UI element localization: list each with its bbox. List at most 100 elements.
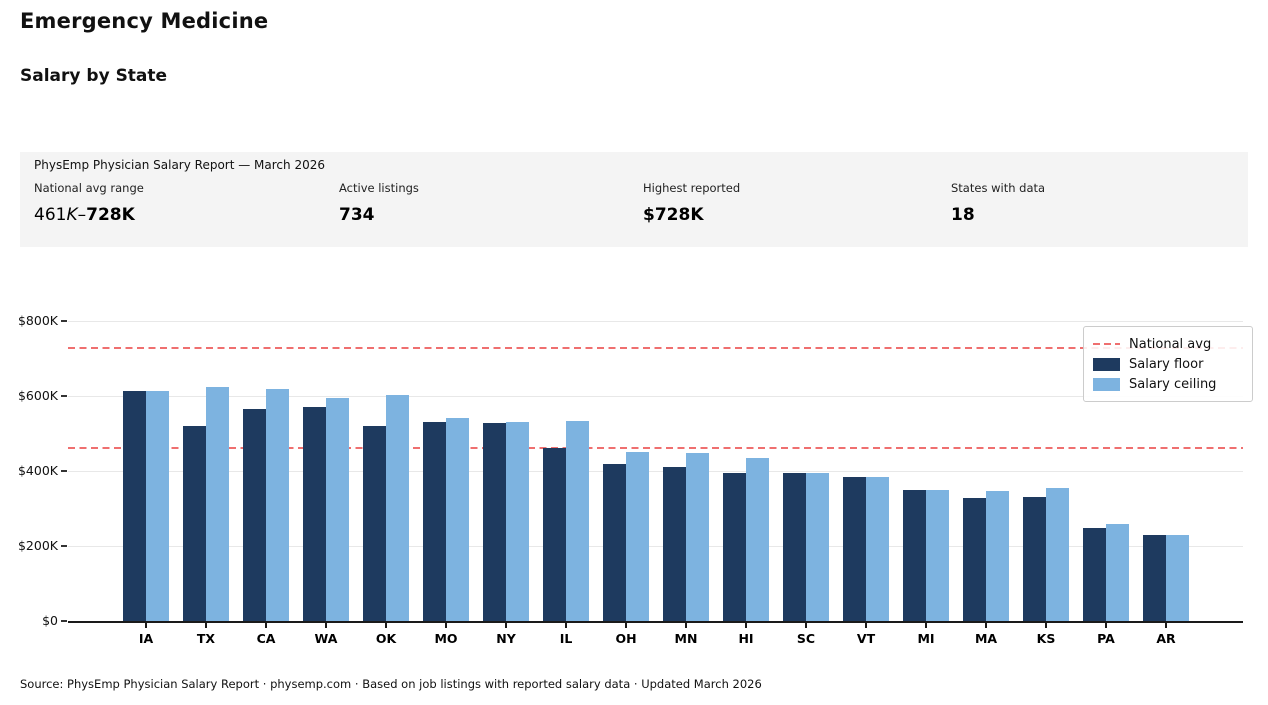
y-tick <box>61 470 67 472</box>
bar-floor-WA <box>303 406 326 621</box>
bar-floor-VT <box>843 476 866 621</box>
x-tick <box>805 623 807 628</box>
range-low-unit: K <box>66 205 78 225</box>
x-tick <box>685 623 687 628</box>
x-tick <box>145 623 147 628</box>
x-tick <box>985 623 987 628</box>
x-tick-label-CA: CA <box>256 631 276 646</box>
stat-label: Active listings <box>339 181 419 195</box>
report-summary-panel: PhysEmp Physician Salary Report — March … <box>20 152 1248 247</box>
legend-label: Salary floor <box>1129 356 1204 372</box>
x-tick <box>865 623 867 628</box>
bar-ceiling-MA <box>986 490 1009 621</box>
x-tick-label-SC: SC <box>796 631 816 646</box>
stat-label: States with data <box>951 181 1046 195</box>
bar-ceiling-SC <box>806 473 829 621</box>
stat-value: 734 <box>339 205 375 225</box>
bar-floor-OK <box>363 426 386 621</box>
x-tick-label-KS: KS <box>1036 631 1056 646</box>
bar-ceiling-IA <box>146 391 169 621</box>
x-tick-label-TX: TX <box>196 631 216 646</box>
legend-label: Salary ceiling <box>1129 376 1217 392</box>
bar-ceiling-PA <box>1106 524 1129 621</box>
stat-value: 18 <box>951 205 975 225</box>
y-tick <box>61 620 67 622</box>
x-tick <box>1045 623 1047 628</box>
page-subtitle: Salary by State <box>20 66 168 86</box>
bar-floor-MI <box>903 489 926 621</box>
x-tick-label-MI: MI <box>917 631 935 646</box>
source-footer: Source: PhysEmp Physician Salary Report … <box>20 677 762 691</box>
x-tick <box>625 623 627 628</box>
bar-floor-SC <box>783 473 806 621</box>
x-tick <box>745 623 747 628</box>
bar-floor-AR <box>1143 534 1166 621</box>
legend-label: National avg <box>1129 336 1212 352</box>
national-avg-line <box>68 347 1243 350</box>
bar-ceiling-OK <box>386 395 409 621</box>
bar-floor-KS <box>1023 497 1046 621</box>
x-tick <box>1165 623 1167 628</box>
x-tick <box>925 623 927 628</box>
stat-value: $728K <box>643 205 704 225</box>
report-panel-title: PhysEmp Physician Salary Report — March … <box>34 158 325 172</box>
bar-ceiling-CA <box>266 389 289 621</box>
bar-floor-PA <box>1083 528 1106 621</box>
chart-legend: National avg Salary floor Salary ceiling <box>1083 326 1253 402</box>
x-tick <box>505 623 507 628</box>
y-tick-label: $0 <box>42 613 58 628</box>
bar-floor-HI <box>723 473 746 621</box>
legend-item-national-avg: National avg <box>1093 334 1243 354</box>
x-tick <box>265 623 267 628</box>
y-tick <box>61 395 67 397</box>
x-tick-label-IL: IL <box>559 631 573 646</box>
bar-floor-CA <box>243 409 266 621</box>
bar-ceiling-AR <box>1166 534 1189 621</box>
bar-floor-TX <box>183 426 206 621</box>
x-tick <box>565 623 567 628</box>
x-tick <box>325 623 327 628</box>
bar-ceiling-IL <box>566 420 589 621</box>
stat-value: 461K–728K <box>34 205 135 225</box>
salary-ceiling-swatch-icon <box>1093 377 1120 391</box>
x-tick-label-IA: IA <box>138 631 154 646</box>
y-gridline <box>68 320 1243 322</box>
national-avg-line <box>68 447 1243 450</box>
stat-label: National avg range <box>34 181 144 195</box>
y-tick <box>61 320 67 322</box>
x-tick <box>445 623 447 628</box>
y-tick-label: $400K <box>17 463 58 479</box>
x-tick-label-VT: VT <box>856 631 876 646</box>
stat-label: Highest reported <box>643 181 741 195</box>
x-tick-label-PA: PA <box>1097 631 1115 646</box>
x-tick-label-HI: HI <box>738 631 754 646</box>
bar-ceiling-MN <box>686 452 709 621</box>
bar-ceiling-KS <box>1046 487 1069 621</box>
x-tick <box>385 623 387 628</box>
salary-floor-swatch-icon <box>1093 357 1120 371</box>
x-tick <box>1105 623 1107 628</box>
x-tick-label-OK: OK <box>375 631 397 646</box>
x-tick-label-MN: MN <box>674 631 698 646</box>
page-title: Emergency Medicine <box>20 9 269 33</box>
bar-floor-MA <box>963 498 986 621</box>
range-high: 728K <box>86 205 135 225</box>
bar-ceiling-MI <box>926 489 949 621</box>
bar-ceiling-OH <box>626 452 649 621</box>
bar-ceiling-WA <box>326 398 349 621</box>
bar-ceiling-HI <box>746 458 769 621</box>
legend-item-salary-floor: Salary floor <box>1093 354 1243 374</box>
plot-area: National avg Salary floor Salary ceiling <box>68 310 1253 623</box>
bar-floor-IA <box>123 391 146 621</box>
bar-floor-MO <box>423 422 446 621</box>
bar-ceiling-TX <box>206 386 229 621</box>
range-low: 461 <box>34 205 67 225</box>
national-avg-dash-icon <box>1093 342 1120 346</box>
bar-floor-OH <box>603 463 626 621</box>
range-dash: – <box>77 205 87 225</box>
x-tick-label-OH: OH <box>615 631 637 646</box>
x-tick <box>205 623 207 628</box>
x-tick-label-WA: WA <box>314 631 338 646</box>
y-tick-label: $600K <box>17 388 58 404</box>
